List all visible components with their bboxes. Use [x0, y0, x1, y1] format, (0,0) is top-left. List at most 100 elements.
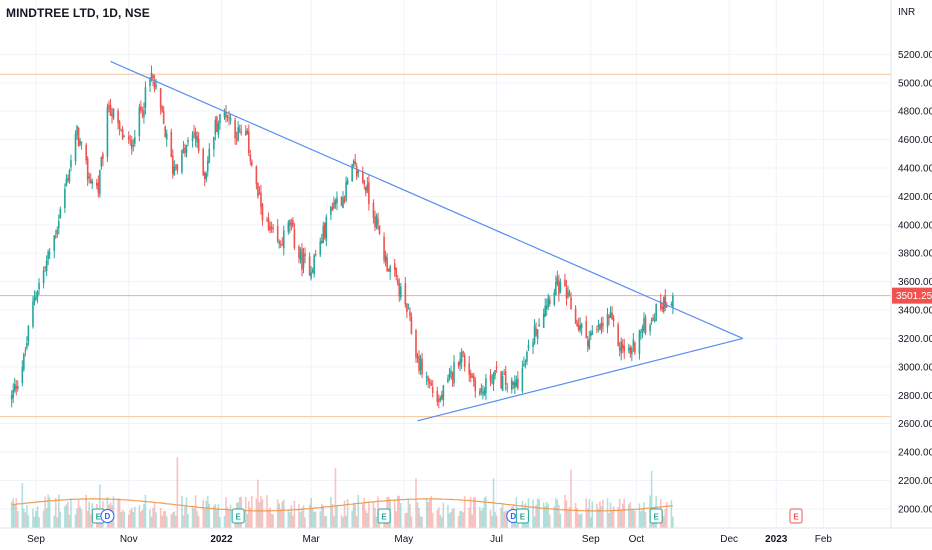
volume-bar — [559, 513, 562, 528]
volume-bar — [269, 507, 271, 528]
candle-body — [99, 170, 101, 195]
candle-body — [547, 297, 550, 307]
volume-bar — [495, 515, 498, 528]
candle-body — [621, 344, 624, 349]
candle-body — [398, 283, 401, 297]
volume-bar — [314, 511, 317, 528]
volume-bar — [138, 505, 141, 528]
volume-bar — [27, 515, 30, 528]
candle-body — [662, 297, 665, 312]
candle-body — [293, 228, 296, 248]
volume-bar — [533, 516, 536, 528]
volume-bar — [462, 512, 464, 528]
dividend-label: D — [105, 512, 111, 521]
candle-body — [68, 170, 71, 182]
volume-bar — [474, 497, 477, 528]
candle-body — [620, 341, 622, 353]
volume-bar — [421, 516, 423, 528]
candle-body — [532, 342, 534, 348]
candle-body — [514, 382, 516, 388]
volume-bar — [152, 508, 154, 528]
candle-body — [515, 379, 518, 386]
volume-bar — [282, 499, 285, 528]
volume-bar — [597, 508, 600, 528]
volume-bar — [586, 508, 589, 528]
volume-bar — [310, 497, 312, 528]
candle-body — [506, 387, 508, 389]
candle-body — [535, 328, 537, 336]
candle-body — [410, 316, 413, 334]
candle-body — [16, 386, 19, 389]
trendlines[interactable] — [110, 60, 744, 422]
candle-body — [130, 140, 133, 149]
volume-bar — [602, 499, 604, 528]
candle-body — [272, 227, 274, 230]
volume-bar — [219, 517, 221, 528]
candle-body — [144, 87, 147, 109]
volume-bar — [643, 502, 645, 528]
candle-body — [58, 220, 60, 229]
earnings-marker: E — [789, 508, 803, 524]
candle-body — [634, 342, 636, 353]
earnings-label: E — [235, 513, 241, 522]
candle-body — [311, 270, 314, 273]
candle-body — [109, 104, 112, 116]
candle-body — [418, 355, 420, 371]
volume-bar — [64, 506, 66, 528]
candle-body — [246, 130, 249, 134]
volume-bar — [666, 502, 668, 528]
candle-body — [462, 351, 464, 354]
volume-bar — [545, 501, 548, 528]
candle-body — [134, 137, 136, 144]
volume-bar — [246, 513, 249, 528]
volume-bar — [53, 515, 56, 528]
volume-bar — [640, 511, 642, 528]
trendline — [110, 60, 744, 339]
volume-bar — [88, 501, 90, 528]
candle-body — [406, 303, 408, 312]
volume-bar — [26, 505, 28, 528]
time-tick-label: 2023 — [765, 534, 788, 545]
candle-body — [469, 373, 472, 378]
candle-body — [324, 222, 326, 238]
candle-body — [623, 345, 626, 352]
candle-body — [448, 373, 451, 378]
volume-bar — [599, 501, 601, 528]
volume-bar — [141, 509, 144, 528]
candle-body — [214, 119, 217, 135]
volume-bar — [301, 507, 303, 528]
candle-body — [609, 312, 612, 318]
candle-body — [345, 181, 347, 201]
volume-bar — [173, 511, 176, 528]
candle-body — [333, 202, 335, 209]
candle-body — [173, 166, 176, 176]
volume-bar — [59, 511, 62, 528]
volume-bar — [54, 497, 57, 528]
candle-body — [172, 155, 174, 174]
volume-bar — [257, 479, 259, 528]
volume-bar — [15, 498, 18, 528]
price-tick-label: 2200.00 — [898, 476, 932, 487]
volume-bar — [368, 502, 370, 528]
volume-bar — [38, 517, 40, 528]
candle-body — [542, 313, 545, 328]
candle-body — [108, 105, 110, 108]
candle-body — [132, 144, 135, 146]
volume-bar — [579, 514, 581, 528]
candle-body — [91, 181, 94, 184]
candle-body — [223, 111, 226, 118]
volume-bar — [143, 503, 145, 528]
candle-body — [415, 330, 417, 359]
candle-body — [384, 255, 387, 262]
price-axis[interactable]: 2000.00 2200.00 2400.00 2600.00 2800.00 3000.… — [898, 50, 932, 516]
candle-body — [42, 270, 45, 284]
candle-body — [56, 229, 59, 235]
volume-bar — [374, 507, 376, 528]
candle-body — [270, 227, 273, 229]
time-axis[interactable]: Sep Nov 2022 Mar May Jul Sep Oct Dec 2023 Feb — [27, 534, 832, 545]
candle-body — [120, 129, 122, 131]
candle-body — [577, 325, 580, 331]
volume-bar — [340, 515, 343, 528]
candle-body — [372, 202, 375, 218]
